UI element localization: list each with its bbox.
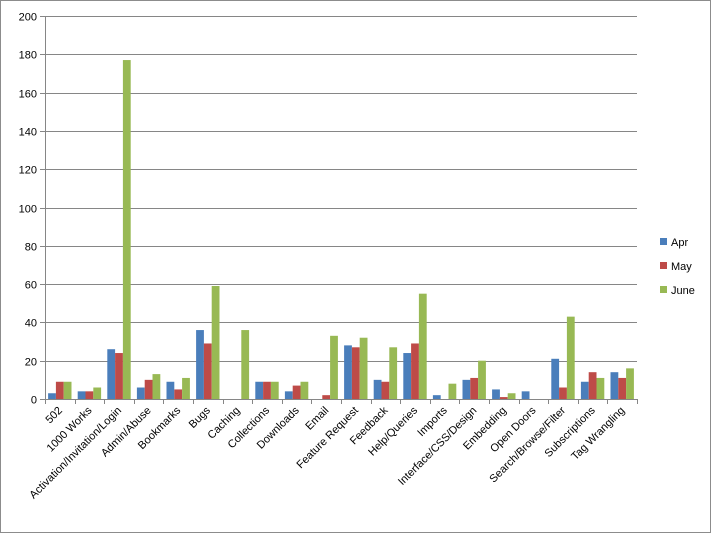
legend: Apr May June: [660, 237, 695, 297]
bar-apr: [196, 330, 204, 399]
bar-may: [499, 397, 508, 399]
legend-label-may: May: [671, 261, 692, 273]
bar-may: [263, 381, 271, 399]
bar-apr: [580, 381, 589, 399]
bar-june: [93, 387, 102, 399]
x-tick-label: Email: [303, 405, 331, 433]
bar-apr: [48, 393, 56, 399]
x-tick-label: 502: [43, 405, 64, 426]
bar-may: [115, 353, 123, 399]
bar-apr: [344, 345, 352, 399]
bar-june: [182, 377, 190, 399]
y-tick-label: 100: [19, 204, 37, 216]
bar-may: [381, 381, 390, 399]
legend-swatch-may: [660, 262, 667, 269]
bar-may: [351, 347, 360, 399]
bar-apr: [166, 381, 175, 399]
y-tick-label: 20: [25, 357, 37, 369]
bar-june: [448, 383, 457, 399]
legend-swatch-apr: [660, 238, 667, 245]
y-tick-label: 120: [19, 165, 37, 177]
y-tick-label: 0: [31, 395, 37, 407]
bar-june: [389, 347, 398, 399]
bar-may: [559, 387, 567, 399]
bar-june: [478, 360, 486, 399]
y-tick-label: 40: [25, 318, 37, 330]
bar-may: [203, 343, 212, 399]
bar-apr: [462, 379, 471, 399]
bar-may: [470, 377, 479, 399]
legend-label-june: June: [671, 285, 695, 297]
bar-june: [596, 377, 605, 399]
bar-june: [241, 330, 250, 399]
bar-apr: [403, 353, 412, 399]
legend-label-apr: Apr: [671, 237, 688, 249]
y-tick-label: 200: [19, 12, 37, 24]
bar-june: [566, 316, 575, 399]
y-tick-labels: 0 20 40 60 80 100 120 140 160 180 200: [19, 12, 37, 407]
bar-may: [85, 391, 94, 399]
bar-apr: [432, 395, 441, 399]
bar-june: [507, 393, 516, 399]
bar-may: [588, 372, 597, 399]
bar-apr: [610, 372, 619, 399]
bar-june: [300, 381, 309, 399]
y-tick-label: 160: [19, 89, 37, 101]
bar-june: [359, 337, 368, 399]
x-tick-label: Tag Wrangling: [569, 405, 627, 463]
bar-apr: [551, 358, 560, 399]
legend-swatch-june: [660, 286, 667, 293]
bar-may: [174, 389, 183, 399]
x-tick-label: Bugs: [187, 404, 214, 431]
bars: [48, 60, 634, 400]
bar-june: [270, 381, 279, 399]
bar-apr: [492, 389, 500, 399]
y-tick-label: 60: [25, 280, 37, 292]
y-tick-label: 180: [19, 50, 37, 62]
bar-may: [144, 379, 153, 399]
bar-apr: [136, 387, 145, 399]
bar-apr: [521, 391, 530, 399]
bar-may: [292, 385, 301, 399]
bar-june: [626, 368, 634, 399]
bar-june: [330, 335, 338, 399]
bar-may: [55, 381, 64, 399]
gridlines: [45, 16, 637, 362]
bar-apr: [77, 391, 86, 399]
axes: [40, 16, 638, 404]
bar-june: [63, 381, 72, 399]
bar-may: [411, 343, 419, 399]
bar-june: [211, 286, 220, 399]
y-tick-label: 80: [25, 242, 37, 254]
bar-apr: [284, 391, 293, 399]
bar-june: [152, 374, 161, 399]
y-tick-label: 140: [19, 127, 37, 139]
bar-may: [322, 395, 331, 399]
bar-apr: [107, 349, 116, 399]
bar-may: [618, 377, 627, 399]
bar-june: [122, 60, 131, 400]
bar-june: [418, 293, 427, 399]
bar-apr: [373, 379, 382, 399]
bar-apr: [255, 381, 264, 399]
